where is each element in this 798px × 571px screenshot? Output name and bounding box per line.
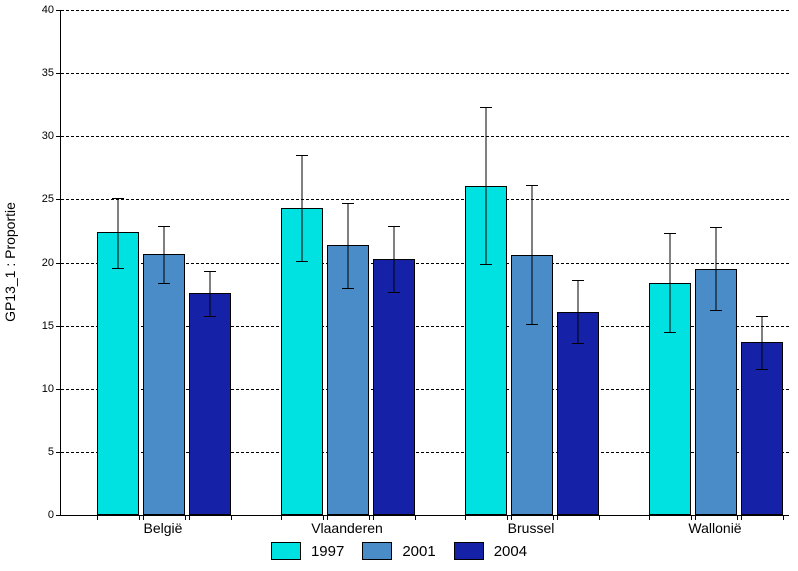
errorbar-cap	[710, 227, 722, 228]
xtick-mark	[185, 515, 186, 520]
legend-swatch	[271, 542, 301, 560]
legend-item: 2004	[454, 542, 527, 560]
ytick-label: 10	[16, 383, 54, 395]
errorbar-cap	[158, 226, 170, 227]
errorbar-cap	[112, 198, 124, 199]
ytick-label: 35	[16, 67, 54, 79]
legend-item: 2001	[362, 542, 435, 560]
ytick-mark	[56, 199, 60, 200]
errorbar-cap	[342, 203, 354, 204]
bar	[97, 232, 139, 515]
errorbar-cap	[572, 280, 584, 281]
errorbar	[532, 185, 533, 324]
xtick-label: Wallonië	[688, 520, 741, 536]
errorbar-cap	[756, 369, 768, 370]
xtick-mark	[139, 515, 140, 520]
xtick-mark	[465, 515, 466, 520]
xtick-mark	[189, 515, 190, 520]
legend-label: 1997	[311, 543, 344, 560]
errorbar-cap	[388, 292, 400, 293]
xtick-mark	[783, 515, 784, 520]
legend: 1997 2001 2004	[0, 542, 798, 560]
errorbar-cap	[204, 316, 216, 317]
errorbar-cap	[480, 264, 492, 265]
ytick-mark	[56, 263, 60, 264]
xtick-mark	[97, 515, 98, 520]
xtick-label: België	[144, 520, 183, 536]
gridline	[61, 136, 789, 137]
ytick-mark	[56, 326, 60, 327]
errorbar-cap	[572, 343, 584, 344]
ytick-label: 30	[16, 130, 54, 142]
gridline	[61, 73, 789, 74]
ytick-mark	[56, 10, 60, 11]
errorbar	[716, 227, 717, 310]
errorbar-cap	[158, 283, 170, 284]
xtick-mark	[281, 515, 282, 520]
chart-container: GP13_1 : Proportie 199720012004 05101520…	[0, 0, 798, 571]
ytick-label: 25	[16, 193, 54, 205]
gridline	[61, 10, 789, 11]
xtick-mark	[557, 515, 558, 520]
bar	[189, 293, 231, 515]
errorbar-cap	[204, 271, 216, 272]
errorbar	[670, 233, 671, 331]
bar	[143, 254, 185, 515]
errorbar-cap	[710, 310, 722, 311]
plot-area	[60, 10, 789, 516]
errorbar-cap	[388, 226, 400, 227]
errorbar	[302, 155, 303, 261]
errorbar	[762, 316, 763, 369]
legend-swatch	[454, 542, 484, 560]
gridline	[61, 199, 789, 200]
xtick-label: Vlaanderen	[311, 520, 383, 536]
errorbar-cap	[342, 288, 354, 289]
ytick-label: 15	[16, 320, 54, 332]
legend-label: 2001	[402, 543, 435, 560]
errorbar	[348, 203, 349, 288]
errorbar-cap	[296, 155, 308, 156]
ytick-mark	[56, 389, 60, 390]
errorbar	[394, 226, 395, 292]
errorbar	[164, 226, 165, 283]
errorbar	[486, 107, 487, 264]
errorbar	[210, 271, 211, 315]
errorbar-cap	[112, 268, 124, 269]
legend-item: 1997	[271, 542, 344, 560]
legend-label: 2004	[494, 543, 527, 560]
errorbar-cap	[664, 332, 676, 333]
ytick-mark	[56, 515, 60, 516]
errorbar-cap	[526, 185, 538, 186]
xtick-mark	[599, 515, 600, 520]
errorbar	[118, 198, 119, 267]
ytick-label: 0	[16, 509, 54, 521]
ytick-mark	[56, 73, 60, 74]
xtick-mark	[649, 515, 650, 520]
xtick-label: Brussel	[508, 520, 555, 536]
bar	[373, 259, 415, 515]
errorbar-cap	[296, 261, 308, 262]
ytick-label: 40	[16, 4, 54, 16]
errorbar	[578, 280, 579, 343]
errorbar-cap	[664, 233, 676, 234]
xtick-mark	[231, 515, 232, 520]
errorbar-cap	[480, 107, 492, 108]
errorbar-cap	[756, 316, 768, 317]
errorbar-cap	[526, 324, 538, 325]
ytick-label: 20	[16, 257, 54, 269]
legend-swatch	[362, 542, 392, 560]
ytick-label: 5	[16, 446, 54, 458]
xtick-mark	[415, 515, 416, 520]
ytick-mark	[56, 452, 60, 453]
ytick-mark	[56, 136, 60, 137]
